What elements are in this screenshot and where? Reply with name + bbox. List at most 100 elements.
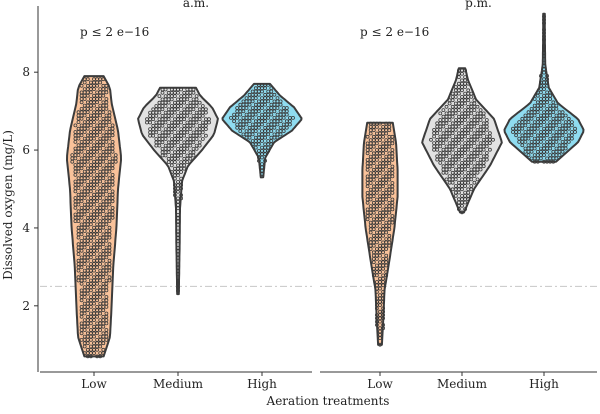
data-point <box>463 75 468 79</box>
data-point <box>466 88 471 93</box>
data-point <box>179 176 184 181</box>
data-point <box>73 123 78 128</box>
data-point <box>104 295 109 299</box>
dot-cloud-medium <box>429 68 495 215</box>
dot-cloud-high <box>229 83 295 176</box>
dot-cloud-low <box>365 121 395 347</box>
data-point <box>203 133 208 138</box>
data-point <box>390 214 395 218</box>
p-value-annotation: p ≤ 2 e−16 <box>360 25 429 39</box>
data-point <box>263 158 268 163</box>
data-point <box>107 110 112 115</box>
panel-title: a.m. <box>183 0 209 10</box>
data-point <box>390 197 395 202</box>
data-point <box>570 120 574 124</box>
data-point <box>107 258 112 263</box>
data-point <box>475 177 480 182</box>
data-point <box>85 77 90 82</box>
data-point <box>272 92 277 97</box>
data-point <box>484 151 489 155</box>
data-point <box>444 104 449 109</box>
data-point <box>378 121 382 126</box>
data-point <box>378 342 382 347</box>
data-point <box>266 83 271 87</box>
data-point <box>176 229 180 234</box>
data-point <box>560 110 565 115</box>
data-point <box>566 116 571 121</box>
data-point <box>365 134 370 139</box>
data-point <box>475 104 480 109</box>
dot-cloud-high <box>511 14 577 164</box>
y-tick-label: 2 <box>22 299 30 313</box>
data-point <box>539 74 543 78</box>
data-point <box>179 193 184 198</box>
dot-cloud-low <box>70 77 118 359</box>
data-point <box>207 117 211 122</box>
dot-cloud-medium <box>145 87 211 293</box>
data-point <box>275 96 280 100</box>
data-point <box>469 91 474 96</box>
data-point <box>110 123 115 128</box>
data-point <box>478 108 483 112</box>
data-point <box>384 270 389 275</box>
data-point <box>176 212 180 217</box>
data-point <box>463 207 468 212</box>
x-tick-label: Medium <box>153 377 204 391</box>
data-point <box>390 164 395 169</box>
data-point <box>104 97 109 101</box>
y-axis-label: Dissolved oxygen (mg/L) <box>1 130 15 280</box>
data-point <box>260 162 264 167</box>
data-point <box>573 126 577 131</box>
data-point <box>101 347 106 352</box>
data-point <box>101 77 106 82</box>
data-point <box>387 121 392 126</box>
data-point <box>381 289 386 294</box>
data-point <box>107 225 112 230</box>
y-tick-label: 4 <box>22 221 30 235</box>
axes-layer: 2 4 6 8 a.m. p ≤ 2 e−16 Low Medium High p.m. p ≤ 2… <box>22 0 597 391</box>
data-point <box>79 83 84 88</box>
data-point <box>563 113 568 118</box>
data-point <box>278 99 283 104</box>
data-point <box>197 140 202 145</box>
data-point <box>472 98 477 103</box>
data-point <box>381 306 386 311</box>
data-point <box>179 87 184 92</box>
x-tick-label: Low <box>81 377 107 391</box>
x-tick-label: High <box>529 377 559 391</box>
x-tick-label: Medium <box>437 377 488 391</box>
data-point <box>110 205 115 210</box>
data-point <box>113 153 118 158</box>
data-point <box>269 86 274 91</box>
y-tick-label: 6 <box>22 143 30 157</box>
data-point <box>487 147 492 152</box>
data-point <box>110 172 115 177</box>
data-point <box>481 111 486 116</box>
data-point <box>194 94 199 98</box>
data-point <box>390 148 395 152</box>
panel-title: p.m. <box>465 0 492 10</box>
data-point <box>542 27 546 32</box>
data-point <box>469 184 474 188</box>
data-point <box>176 278 180 283</box>
data-point <box>163 87 168 92</box>
data-point <box>390 134 395 139</box>
x-tick-label: Low <box>367 377 393 391</box>
data-point <box>107 275 112 280</box>
data-point <box>107 242 112 247</box>
data-point <box>554 103 559 108</box>
data-point <box>551 100 556 105</box>
data-point <box>200 104 205 108</box>
data-point <box>176 262 180 267</box>
data-point <box>548 90 553 95</box>
data-point <box>284 106 289 110</box>
data-point <box>542 44 546 49</box>
data-point <box>441 108 446 112</box>
data-point <box>542 14 546 19</box>
data-point <box>176 245 180 250</box>
data-point <box>203 107 208 112</box>
x-axis-label: Aeration treatments <box>266 394 390 408</box>
data-point <box>542 60 546 65</box>
